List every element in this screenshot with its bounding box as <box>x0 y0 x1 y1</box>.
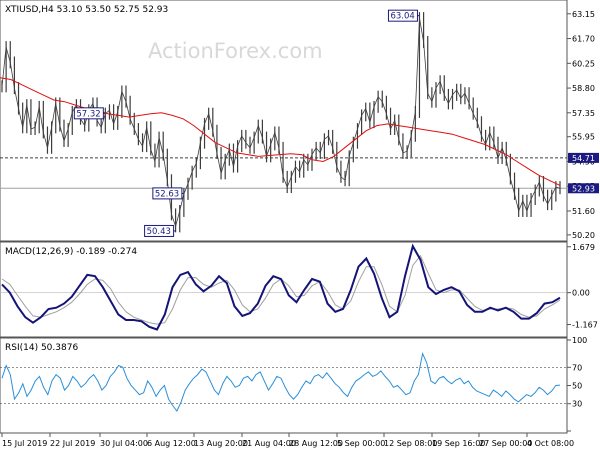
macd-signal-line <box>1 254 561 325</box>
macd-y-tick-label: -1.167 <box>572 321 598 330</box>
price-y-tick-label: 57.35 <box>572 109 595 118</box>
callout-box <box>387 9 418 22</box>
price-panel-frame <box>0 0 568 242</box>
callout-label: 52.63 <box>155 189 179 199</box>
x-tick-label: 19 Sep 16:00 <box>432 439 485 448</box>
callout-label: 57.32 <box>76 109 100 119</box>
macd-panel-title: MACD(12,26,9) -0.189 -0.274 <box>5 247 137 257</box>
rsi-series-layer: 100 70 50 30 <box>0 336 587 432</box>
rsi-line <box>1 351 561 412</box>
price-y-tick-label: 58.80 <box>572 84 595 93</box>
x-tick-label: 5 Sep 00:00 <box>337 439 385 448</box>
callout-box <box>152 187 183 200</box>
macd-panel-frame <box>0 241 568 338</box>
x-tick-label: 15 Jul 2019 <box>2 439 47 448</box>
macd-series-layer: 1.679 0.00 -1.167 <box>0 243 598 331</box>
price-panel-title: XTIUSD,H4 53.10 53.50 52.75 52.93 <box>5 5 168 15</box>
price-y-tick-label: 55.95 <box>572 133 595 142</box>
level-price-marker <box>568 183 599 194</box>
rsi-panel-frame <box>0 337 568 434</box>
x-tick-label: 27 Sep 00:00 <box>479 439 532 448</box>
price-y-tick-label: 63.15 <box>572 10 595 19</box>
price-y-tick-label: 50.20 <box>572 231 595 240</box>
axis-layer: 15 Jul 2019 22 Jul 2019 30 Jul 04:00 6 Aug … <box>1 433 574 448</box>
x-tick-label: 4 Oct 08:00 <box>527 439 574 448</box>
rsi-y-tick-label: 100 <box>572 336 587 345</box>
price-y-tick-label: 51.60 <box>572 207 595 216</box>
x-tick-label: 12 Sep 08:00 <box>384 439 437 448</box>
level-price-label: 54.71 <box>572 154 595 163</box>
macd-line <box>1 243 561 331</box>
callout-label: 63.04 <box>390 12 414 22</box>
level-price-marker <box>568 152 599 163</box>
level-price-label: 52.93 <box>572 184 595 193</box>
macd-y-tick-label: 1.679 <box>572 243 595 252</box>
macd-y-tick-label: 0.00 <box>572 289 590 298</box>
callout-label: 50.43 <box>147 227 171 237</box>
callout-box <box>144 224 175 237</box>
x-tick-label: 13 Aug 20:00 <box>194 439 248 448</box>
rsi-panel-title: RSI(14) 50.3876 <box>5 343 78 353</box>
x-tick-label: 6 Aug 12:00 <box>147 439 196 448</box>
rsi-y-tick-label: 50 <box>572 382 582 391</box>
x-tick-label: 21 Aug 04:00 <box>242 439 296 448</box>
watermark: ActionForex.com <box>148 39 323 63</box>
price-series-layer: 63.1561.7060.2558.8057.3555.9554.5053.05… <box>0 9 599 240</box>
rsi-y-tick-label: 30 <box>572 400 582 409</box>
price-y-tick-label: 61.70 <box>572 35 595 44</box>
x-tick-label: 30 Jul 04:00 <box>100 439 148 448</box>
price-y-tick-label: 60.25 <box>572 59 595 68</box>
x-tick-label: 28 Aug 12:00 <box>289 439 343 448</box>
x-tick-label: 22 Jul 2019 <box>50 439 95 448</box>
callout-box <box>73 107 104 120</box>
rsi-y-tick-label: 70 <box>572 363 582 372</box>
moving-average-line <box>0 77 561 186</box>
